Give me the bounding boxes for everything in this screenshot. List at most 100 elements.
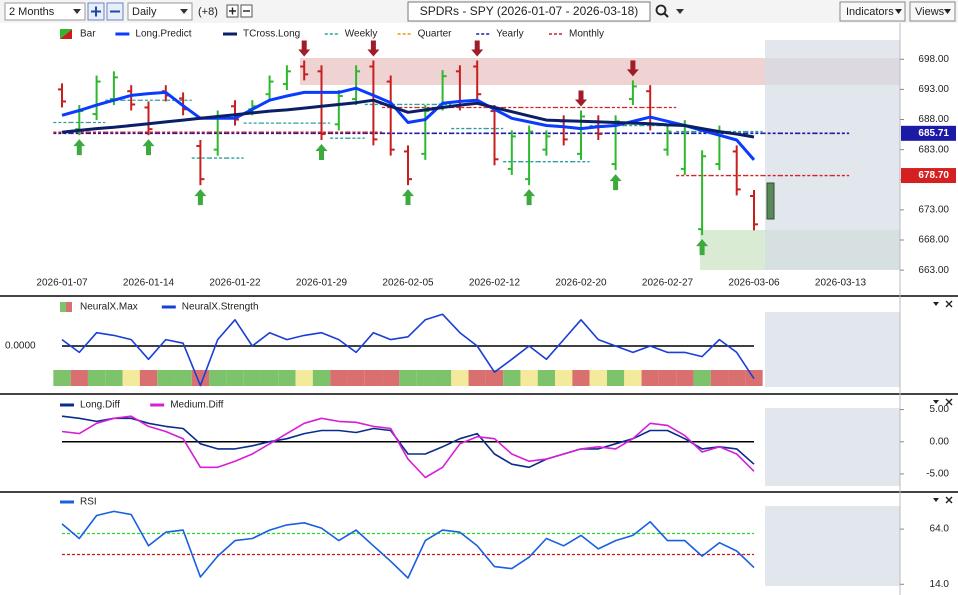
legend-label: Long.Predict: [135, 29, 191, 40]
panel-controls: [933, 300, 953, 504]
legend-label: Medium.Diff: [170, 400, 223, 411]
y-tick-label: 673.00: [918, 205, 949, 216]
sell-arrow: [367, 40, 380, 57]
buy-arrow: [73, 139, 86, 156]
x-tick-label: 2026-02-27: [642, 278, 694, 289]
buy-arrow: [315, 144, 328, 160]
legend-label: Monthly: [569, 29, 604, 40]
y-tick-label: 0.00: [930, 436, 950, 447]
signal-cell: [105, 370, 123, 386]
legend-icon: [60, 302, 66, 312]
x-tick-label: 2026-01-22: [209, 278, 261, 289]
x-tick-label: 2026-02-12: [469, 278, 521, 289]
indicators-text: Indicators: [846, 6, 894, 18]
dropdown-arrow: [895, 9, 902, 14]
series-line: [61, 313, 755, 387]
legend-label: Long.Diff: [80, 400, 120, 411]
views-button[interactable]: [909, 1, 956, 22]
signal-cell: [641, 370, 659, 386]
symbol-title: SPDRs - SPY (2026-01-07 - 2026-03-18): [420, 4, 639, 18]
signal-cell: [139, 370, 158, 386]
panel-menu[interactable]: [933, 498, 939, 502]
signal-cell: [243, 370, 261, 386]
x-tick-label: 2026-01-29: [296, 278, 348, 289]
signal-cell: [157, 370, 175, 386]
y-tick-label: 693.00: [918, 84, 949, 95]
panel-menu[interactable]: [933, 400, 939, 404]
x-tick-label: 2026-03-13: [815, 278, 867, 289]
panel-close[interactable]: [945, 300, 953, 308]
indicators-button[interactable]: [839, 1, 906, 22]
series-line: [61, 510, 755, 579]
signal-cell: [728, 370, 746, 386]
buy-arrow: [402, 189, 414, 206]
price-tag: [901, 125, 956, 141]
views-text: Views: [915, 6, 945, 18]
signal-cell: [226, 370, 244, 386]
plus-icon: [91, 6, 101, 17]
price-tag-label: 685.71: [918, 128, 949, 139]
search-icon[interactable]: [655, 4, 667, 16]
y-tick-label: 5.00: [930, 404, 950, 415]
signal-cell: [555, 370, 573, 386]
x-tick-label: 2026-03-06: [728, 278, 780, 289]
sell-arrow: [471, 40, 484, 57]
signal-cell: [433, 370, 452, 386]
signal-cell: [416, 370, 434, 386]
interval-text: Daily: [132, 6, 157, 18]
offset-text: (+8): [198, 6, 218, 18]
signal-cell: [312, 370, 331, 386]
signal-cell: [278, 370, 296, 386]
series-line: [61, 415, 755, 469]
forecast-area: [765, 312, 900, 387]
legend-label: NeuralX.Max: [80, 302, 138, 313]
panel-menu[interactable]: [933, 302, 939, 306]
signal-cell: [572, 370, 590, 386]
series-line: [61, 415, 755, 479]
signal-cell: [174, 370, 192, 386]
legend-label: Quarter: [418, 29, 453, 40]
period-text: 2 Months: [9, 6, 55, 18]
dropdown-arrow: [180, 9, 188, 14]
signal-cell: [122, 370, 140, 386]
buy-arrow: [609, 174, 622, 191]
period-select[interactable]: [4, 2, 86, 21]
signal-cell: [485, 370, 504, 386]
interval-select[interactable]: [127, 2, 193, 21]
buy-arrow: [696, 239, 709, 256]
signal-cell: [399, 370, 417, 386]
legend-label: Bar: [80, 29, 96, 40]
signal-cell: [70, 370, 88, 386]
search-icon-handle: [663, 12, 669, 18]
symbol-box[interactable]: [407, 1, 651, 22]
sell-arrow: [575, 90, 587, 107]
y-tick-label: 14.0: [930, 579, 950, 590]
panel-close[interactable]: [945, 398, 953, 406]
y-tick-label: -5.00: [926, 469, 949, 480]
y-tick-label: 688.00: [918, 114, 949, 125]
signal-cell: [693, 370, 711, 386]
sell-arrow: [298, 40, 311, 57]
buy-arrow: [523, 189, 536, 206]
x-tick-label: 2026-01-07: [36, 278, 88, 289]
series-line: [61, 86, 756, 161]
panel-close[interactable]: [945, 496, 953, 504]
signal-cell: [503, 370, 521, 386]
y-tick-label: 683.00: [918, 144, 949, 155]
y-tick-label: 64.0: [930, 524, 950, 535]
projection-bar: [766, 182, 775, 220]
signal-cell: [209, 370, 227, 386]
legend-icon: [66, 302, 72, 312]
signal-cell: [260, 370, 279, 386]
signal-cell: [382, 370, 400, 386]
legend-label: TCross.Long: [243, 29, 300, 40]
series-line: [61, 98, 755, 139]
forecast-area: [765, 408, 900, 486]
signal-cell: [468, 370, 486, 386]
forecast-area: [765, 40, 900, 270]
signal-cell: [658, 370, 677, 386]
forecast-area: [765, 506, 900, 586]
legend-label: NeuralX.Strength: [182, 302, 259, 313]
signal-cell: [53, 370, 71, 386]
